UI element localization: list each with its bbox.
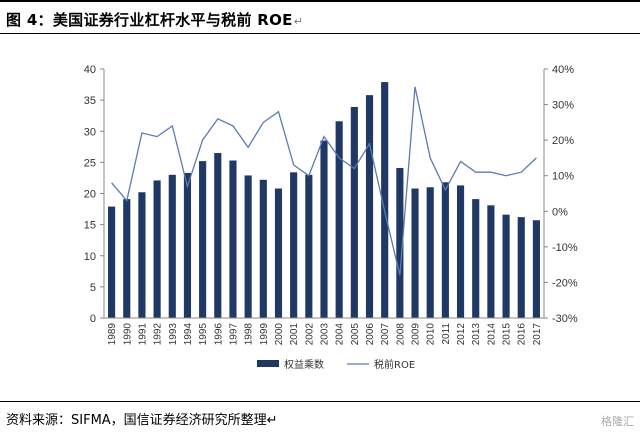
left-tick-label: 20	[84, 189, 96, 201]
bar	[456, 185, 465, 318]
bar	[320, 140, 328, 318]
legend-line-label: 税前ROE	[374, 358, 415, 371]
right-tick-label: -10%	[552, 242, 578, 254]
bar	[426, 187, 434, 318]
bar	[138, 192, 146, 318]
year-tick-label: 2004	[335, 323, 346, 346]
bar	[472, 199, 480, 318]
x-axis: 1989 1990 1991 1992 1993 1994 1995 1996 1997 1998…	[104, 317, 544, 346]
year-tick-label: 2011	[441, 323, 452, 345]
year-tick-label: 1999	[259, 323, 270, 346]
bar-series	[108, 82, 540, 318]
year-tick-label: 2008	[395, 323, 406, 346]
right-tick-label: 0%	[552, 206, 568, 218]
bar	[108, 206, 116, 318]
bar	[411, 188, 419, 318]
left-tick-label: 5	[90, 282, 96, 294]
right-tick-label: 40%	[552, 64, 574, 76]
year-tick-label: 2000	[274, 323, 285, 346]
bar	[350, 106, 358, 318]
paragraph-mark: ↵	[293, 15, 304, 28]
year-tick-label: 2017	[532, 323, 543, 346]
bar	[396, 167, 404, 318]
bar	[517, 217, 525, 318]
year-tick-label: 1990	[122, 323, 133, 346]
year-tick-label: 1993	[168, 323, 179, 346]
year-tick-label: 2009	[411, 323, 422, 346]
bar	[335, 121, 343, 318]
right-tick-label: 20%	[552, 135, 574, 147]
year-tick-label: 2006	[365, 323, 376, 346]
roe-line	[111, 86, 537, 276]
year-tick-label: 1992	[153, 323, 164, 346]
year-tick-label: 2007	[380, 323, 391, 346]
year-tick-label: 2012	[456, 323, 467, 346]
year-tick-label: 2014	[486, 323, 497, 346]
year-tick-label: 1995	[198, 323, 209, 346]
left-axis: 0 5 10 15 20 25 30 35 40	[84, 64, 105, 325]
year-tick-label: 2003	[320, 323, 331, 346]
right-tick-label: 10%	[552, 171, 574, 183]
right-axis: -30% -20% -10% 0% 10% 20% 30% 40%	[543, 64, 578, 325]
right-tick-label: 30%	[552, 100, 574, 112]
year-tick-label: 1997	[229, 323, 240, 346]
bar	[214, 153, 222, 318]
line-series	[111, 86, 537, 276]
year-tick-label: 1996	[213, 323, 224, 346]
source-note: 资料来源：SIFMA，国信证券经济研究所整理↵	[6, 413, 278, 428]
year-tick-label: 1994	[183, 323, 194, 346]
year-tick-label: 2010	[426, 323, 437, 346]
bar	[259, 179, 267, 318]
year-tick-label: 2005	[350, 323, 361, 346]
bar	[381, 82, 389, 318]
bar	[274, 188, 283, 318]
bar	[229, 160, 237, 318]
bar	[441, 182, 449, 318]
figure-title-text: 图 4：美国证券行业杠杆水平与税前 ROE	[6, 11, 293, 29]
left-tick-label: 30	[84, 126, 96, 138]
legend-bar-swatch	[257, 360, 279, 367]
bar	[365, 95, 374, 318]
left-tick-label: 0	[90, 313, 96, 325]
year-tick-label: 2013	[471, 323, 482, 346]
year-tick-label: 2015	[502, 323, 513, 346]
bar	[123, 199, 131, 318]
bar	[183, 172, 192, 318]
year-tick-label: 2002	[304, 323, 315, 346]
bar	[532, 220, 540, 318]
bar	[487, 205, 495, 318]
footer-divider	[0, 401, 640, 402]
bar	[502, 214, 510, 318]
watermark: 格隆汇	[601, 415, 634, 428]
legend-bar-label: 权益乘数	[284, 358, 324, 371]
year-tick-label: 1998	[244, 323, 255, 346]
figure-title: 图 4：美国证券行业杠杆水平与税前 ROE↵	[6, 9, 303, 30]
left-tick-label: 15	[84, 220, 96, 232]
year-tick-label: 1989	[107, 323, 118, 346]
year-tick-label: 1991	[137, 323, 148, 346]
year-tick-label: 2016	[517, 323, 528, 346]
left-tick-label: 25	[84, 157, 96, 169]
legend: 权益乘数 税前ROE	[257, 358, 415, 371]
leverage-roe-chart: 0 5 10 15 20 25 30 35 40 -30% -20% -10% 0% 10% 20% 30%…	[84, 64, 578, 371]
bar	[153, 180, 161, 318]
bar	[305, 174, 313, 318]
bar	[199, 161, 207, 318]
year-tick-label: 2001	[289, 323, 300, 346]
right-tick-label: -30%	[552, 313, 578, 325]
bar	[168, 174, 176, 318]
bar	[244, 175, 252, 318]
left-tick-label: 40	[84, 64, 96, 76]
bar	[290, 172, 298, 318]
left-tick-label: 10	[84, 251, 96, 263]
right-tick-label: -20%	[552, 277, 578, 289]
left-tick-label: 35	[84, 95, 96, 107]
figure-title-bar: 图 4：美国证券行业杠杆水平与税前 ROE↵	[0, 0, 640, 34]
